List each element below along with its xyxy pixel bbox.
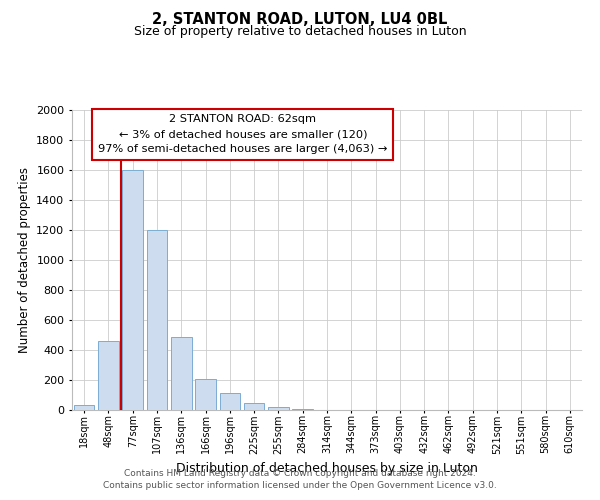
Text: Contains HM Land Registry data © Crown copyright and database right 2024.: Contains HM Land Registry data © Crown c… bbox=[124, 468, 476, 477]
Bar bbox=[146, 230, 167, 410]
Text: Contains public sector information licensed under the Open Government Licence v3: Contains public sector information licen… bbox=[103, 481, 497, 490]
Bar bbox=[171, 336, 191, 410]
X-axis label: Distribution of detached houses by size in Luton: Distribution of detached houses by size … bbox=[176, 462, 478, 475]
Bar bbox=[74, 405, 94, 410]
Y-axis label: Number of detached properties: Number of detached properties bbox=[17, 167, 31, 353]
Text: 2 STANTON ROAD: 62sqm
← 3% of detached houses are smaller (120)
97% of semi-deta: 2 STANTON ROAD: 62sqm ← 3% of detached h… bbox=[98, 114, 388, 154]
Bar bbox=[98, 341, 119, 410]
Bar bbox=[195, 378, 216, 410]
Bar bbox=[292, 408, 313, 410]
Bar bbox=[268, 407, 289, 410]
Bar bbox=[244, 403, 265, 410]
Text: Size of property relative to detached houses in Luton: Size of property relative to detached ho… bbox=[134, 25, 466, 38]
Bar bbox=[122, 170, 143, 410]
Text: 2, STANTON ROAD, LUTON, LU4 0BL: 2, STANTON ROAD, LUTON, LU4 0BL bbox=[152, 12, 448, 28]
Bar bbox=[220, 393, 240, 410]
